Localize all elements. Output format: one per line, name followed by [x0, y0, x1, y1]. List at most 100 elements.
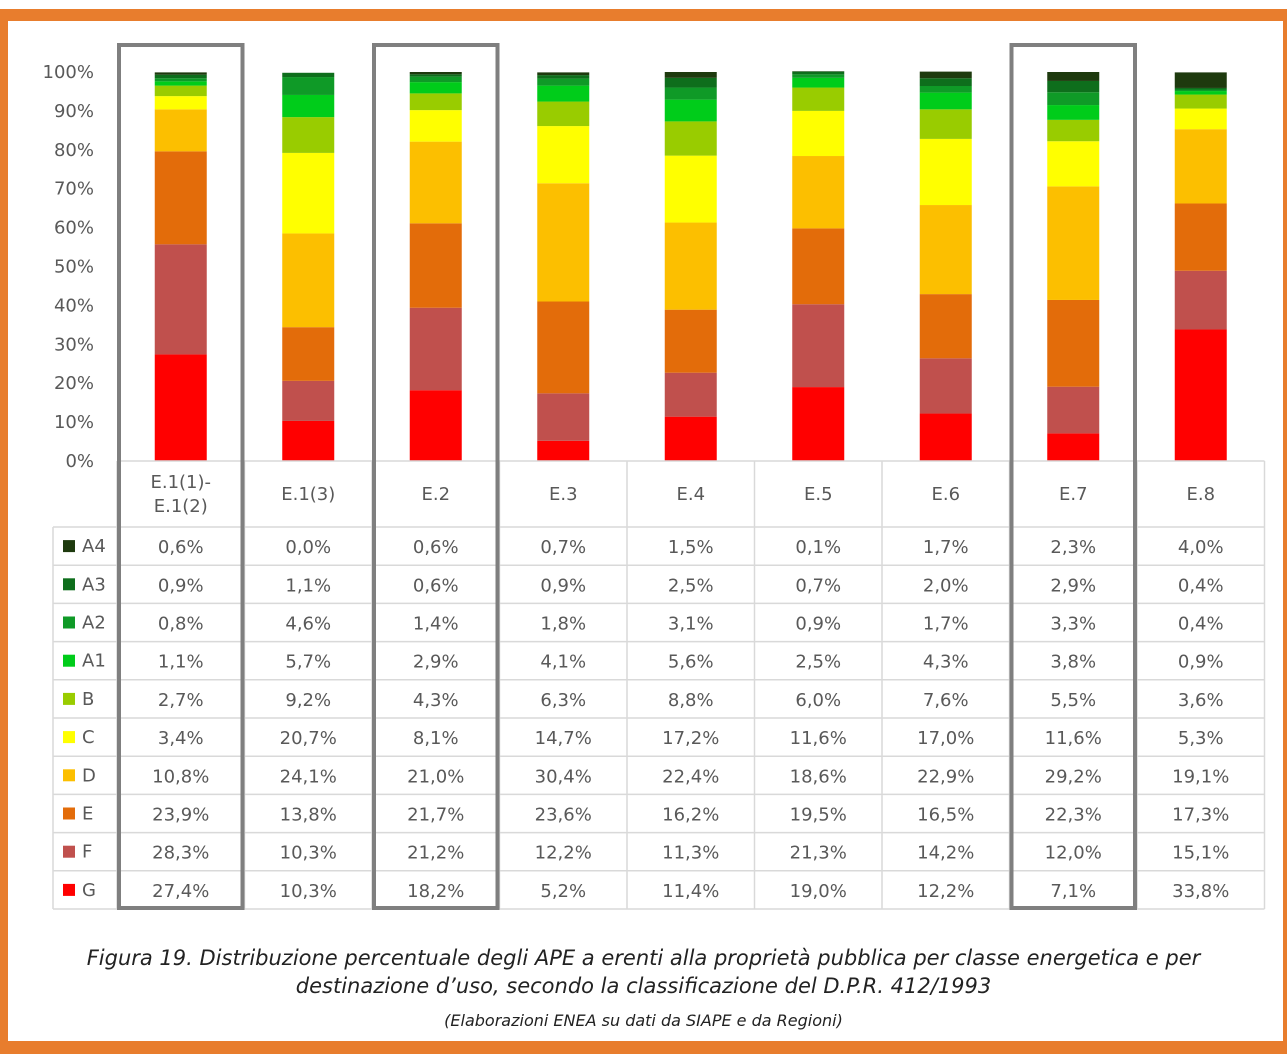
bar-segment	[1047, 186, 1100, 300]
data-label: 1,4%	[413, 614, 459, 635]
legend-label: F	[82, 842, 92, 863]
data-table: E.1(1)-E.1(2) E.1(3) E.2 E.3 E.4 E.5 E.6 E.7 E.8…	[52, 460, 1266, 910]
caption-line-1: Figura 19. Distribuzione percentuale deg…	[86, 946, 1201, 970]
data-label: 10,8%	[152, 766, 209, 787]
highlight-box	[372, 43, 500, 910]
data-label: 3,6%	[1178, 690, 1224, 711]
bar-segment	[282, 117, 335, 153]
frame-top	[0, 9, 1287, 21]
data-label: 0,6%	[158, 537, 204, 558]
bar-segment	[1174, 329, 1227, 461]
bar-segment	[1047, 141, 1100, 187]
data-label: 0,9%	[540, 575, 586, 596]
data-label: 0,8%	[158, 614, 204, 635]
data-label: 3,1%	[668, 614, 714, 635]
data-label: 0,7%	[540, 537, 586, 558]
data-label: 4,6%	[285, 614, 331, 635]
legend-swatch	[63, 578, 75, 591]
data-label: 12,2%	[917, 881, 974, 902]
data-label: 2,0%	[923, 575, 969, 596]
data-label: 17,0%	[917, 728, 974, 749]
bar-segment	[919, 413, 972, 461]
bar-segment	[919, 71, 972, 79]
bar-segment	[664, 77, 717, 88]
data-label: 0,6%	[413, 537, 459, 558]
y-tick-label: 0%	[65, 451, 94, 472]
figure-caption: Figura 19. Distribuzione percentuale deg…	[0, 944, 1287, 1000]
bar-segment	[537, 440, 590, 461]
highlight-boxes	[117, 43, 1137, 910]
data-label: 23,9%	[152, 805, 209, 826]
data-label: 10,3%	[280, 881, 337, 902]
data-label: 8,8%	[668, 690, 714, 711]
bar-segment	[919, 358, 972, 414]
data-label: 22,4%	[662, 766, 719, 787]
bar-segment	[282, 77, 335, 95]
bar-segment	[282, 420, 335, 461]
legend-label: A4	[82, 536, 106, 557]
data-label: 0,7%	[795, 575, 841, 596]
bar-segment	[1174, 108, 1227, 130]
data-label: 11,6%	[1045, 728, 1102, 749]
legend-swatch	[63, 769, 75, 782]
y-tick-label: 20%	[54, 373, 94, 394]
legend-label: E	[82, 804, 93, 825]
bar-segment	[409, 307, 462, 391]
bar-segment	[537, 101, 590, 127]
data-label: 21,2%	[407, 843, 464, 864]
data-label: 5,6%	[668, 652, 714, 673]
data-label: 22,3%	[1045, 805, 1102, 826]
caption-source: (Elaborazioni ENEA su dati da SIAPE e da…	[444, 1011, 843, 1030]
bar-segment	[154, 109, 207, 152]
data-label: 13,8%	[280, 805, 337, 826]
data-label: 0,9%	[795, 614, 841, 635]
data-label: 5,7%	[285, 652, 331, 673]
category-label: E.7	[1059, 484, 1088, 505]
data-label: 19,1%	[1172, 766, 1229, 787]
bar-segment	[282, 380, 335, 421]
bar-segment	[282, 94, 335, 118]
bar-segment	[1047, 72, 1100, 81]
data-label: 1,7%	[923, 614, 969, 635]
data-label: 22,9%	[917, 766, 974, 787]
bar-segment	[409, 223, 462, 308]
y-tick-label: 60%	[54, 218, 94, 239]
y-tick-label: 70%	[54, 179, 94, 200]
data-label: 2,5%	[668, 575, 714, 596]
data-label: 11,4%	[662, 881, 719, 902]
bar-segment	[919, 205, 972, 295]
bar-segment	[1047, 92, 1100, 106]
bar-segment	[664, 99, 717, 122]
legend-swatch	[63, 692, 75, 705]
bar-segment	[792, 156, 845, 229]
frame-bottom	[0, 1041, 1287, 1054]
category-label: E.3	[549, 484, 578, 505]
category-label: E.1(1)-E.1(2)	[150, 472, 211, 517]
legend-swatch	[63, 845, 75, 858]
data-label: 21,0%	[407, 766, 464, 787]
orange-brush-frame	[0, 9, 1287, 1054]
bar-segment	[792, 71, 845, 75]
bar-segment	[664, 121, 717, 156]
data-label: 0,0%	[285, 537, 331, 558]
bar-segment	[537, 85, 590, 102]
data-label: 1,1%	[158, 652, 204, 673]
bar-segment	[1174, 203, 1227, 271]
bar-segment	[409, 74, 462, 77]
data-label: 30,4%	[535, 766, 592, 787]
data-label: 3,8%	[1050, 652, 1096, 673]
category-label: E.2	[421, 484, 450, 505]
data-label: 4,0%	[1178, 537, 1224, 558]
data-label: 2,7%	[158, 690, 204, 711]
data-label: 16,5%	[917, 805, 974, 826]
data-label: 12,2%	[535, 843, 592, 864]
data-label: 6,3%	[540, 690, 586, 711]
bar-segment	[919, 86, 972, 93]
y-tick-label: 100%	[43, 62, 94, 83]
frame-left	[0, 20, 8, 1042]
bar-segment	[664, 372, 717, 417]
bar-segment	[792, 87, 845, 111]
data-label: 0,1%	[795, 537, 841, 558]
bar-segment	[409, 76, 462, 83]
